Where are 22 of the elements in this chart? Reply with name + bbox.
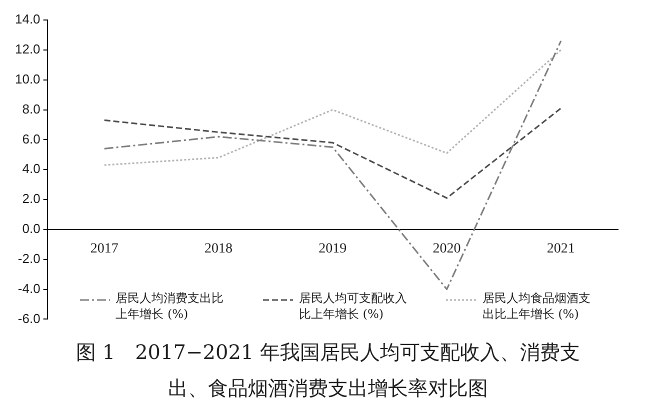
x-tick-label: 2018	[204, 242, 233, 257]
legend-label: 居民人均食品烟酒支出比上年增长 (%)	[482, 290, 592, 322]
y-tick-label: -4.0	[18, 280, 40, 296]
x-tick-label: 2021	[546, 242, 575, 257]
y-tick-label: -2.0	[18, 250, 40, 266]
y-tick-label: 4.0	[22, 161, 40, 176]
line-series	[104, 107, 562, 199]
y-tick-label: 6.0	[22, 131, 40, 146]
text: 图 1 2017−2021 年我国居民人均可支配收入、消费支出、食品烟酒消费支出增长率对比图	[75, 339, 581, 402]
line-series	[104, 49, 562, 166]
legend-label: 居民人均可支配收入比上年增长 (%)	[298, 290, 408, 322]
y-tick-label: 2.0	[22, 191, 40, 206]
x-tick-label: 2019	[318, 242, 347, 257]
x-tick-label: 2020	[432, 242, 461, 257]
y-tick-label: 14.0	[14, 12, 40, 27]
legend-label: 居民人均消费支出比上年增长 (%)	[116, 290, 225, 322]
y-tick-label: 0.0	[22, 221, 40, 236]
y-tick-label: 12.0	[14, 42, 40, 56]
y-tick-label: 10.0	[14, 71, 40, 86]
y-tick-label: 8.0	[22, 101, 40, 116]
y-tick-label: -6.0	[18, 310, 40, 326]
x-tick-label: 2017	[90, 242, 118, 257]
